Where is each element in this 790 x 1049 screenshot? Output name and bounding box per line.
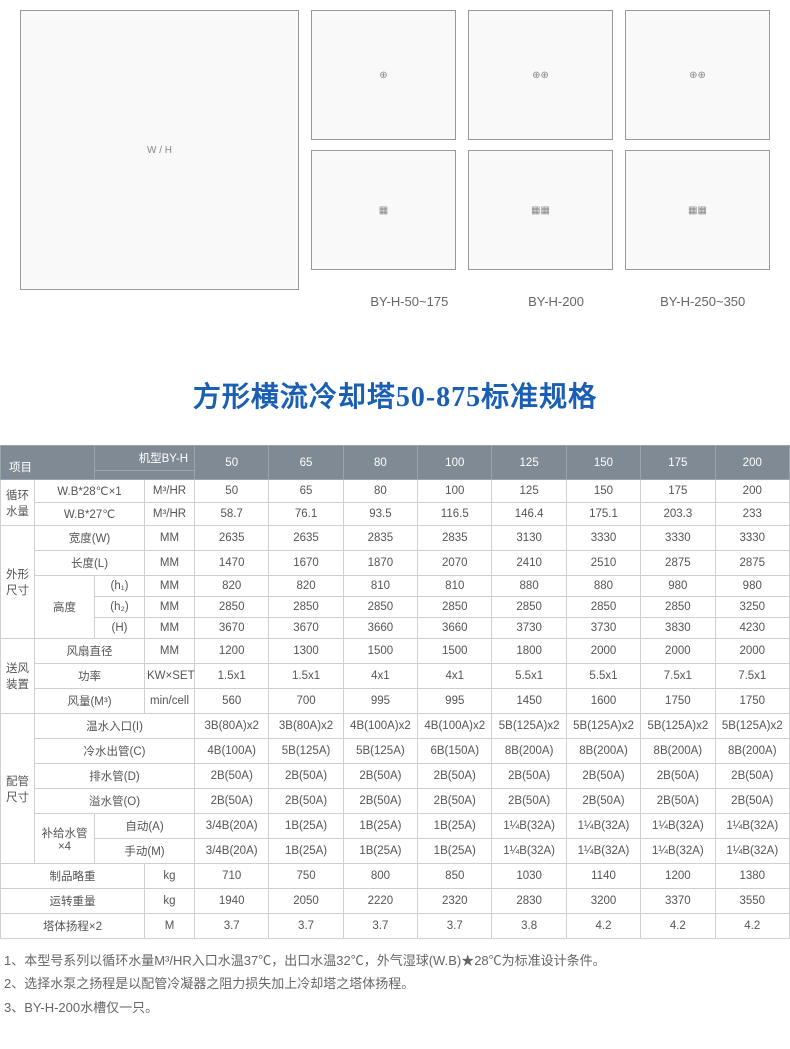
diagram-main: W / H: [20, 10, 299, 290]
diagram-caption-3: BY-H-250~350: [635, 294, 770, 309]
diagram-side-1: ▦: [311, 150, 456, 270]
col-125: 125: [492, 446, 566, 480]
col-65: 65: [269, 446, 343, 480]
header-project: 项目: [1, 446, 95, 480]
header-model: 机型BY-H: [95, 446, 195, 471]
row-drain-label: 排水管(D): [35, 764, 195, 789]
group-fan: 送风装置: [1, 639, 35, 714]
row-rweight-label: 运转重量: [1, 889, 145, 914]
row-hotin-label: 温水入口(I): [35, 714, 195, 739]
diagram-caption-2: BY-H-200: [489, 294, 624, 309]
row-wb28-label: W.B*28℃×1: [35, 480, 145, 503]
group-circ: 循环水量: [1, 480, 35, 526]
note-1: 1、本型号系列以循环水量M³/HR入口水温37℃，出口水温32℃，外气湿球(W.…: [4, 949, 786, 972]
col-150: 150: [566, 446, 640, 480]
row-fandia-label: 风扇直径: [35, 639, 145, 664]
col-175: 175: [641, 446, 715, 480]
group-supply: 补给水管×4: [35, 814, 95, 864]
row-wb27-label: W.B*27℃: [35, 503, 145, 526]
group-height: 高度: [35, 576, 95, 639]
row-h2-label: (h₂): [95, 597, 145, 618]
row-auto-label: 自动(A): [95, 814, 195, 839]
row-manual-label: 手动(M): [95, 839, 195, 864]
col-50: 50: [195, 446, 269, 480]
group-dim: 外形尺寸: [1, 526, 35, 639]
row-power-label: 功率: [35, 664, 145, 689]
row-overflow-label: 溢水管(O): [35, 789, 195, 814]
note-2: 2、选择水泵之扬程是以配管冷凝器之阻力损失加上冷却塔之塔体扬程。: [4, 972, 786, 995]
row-coldout-label: 冷水出管(C): [35, 739, 195, 764]
note-3: 3、BY-H-200水槽仅一只。: [4, 996, 786, 1019]
footnotes: 1、本型号系列以循环水量M³/HR入口水温37℃，出口水温32℃，外气湿球(W.…: [0, 939, 790, 1049]
col-200: 200: [715, 446, 789, 480]
technical-diagrams: W / H ⊕ ⊕⊕ ⊕⊕ ▦ ▦▦ ▦▦ BY-H-50~175 BY-H-2…: [0, 0, 790, 330]
diagram-side-2: ▦▦: [468, 150, 613, 270]
col-100: 100: [418, 446, 492, 480]
group-pipe: 配管尺寸: [1, 714, 35, 864]
row-wb28-unit: M³/HR: [145, 480, 195, 503]
diagram-caption-1: BY-H-50~175: [342, 294, 477, 309]
row-wb27-unit: M³/HR: [145, 503, 195, 526]
row-h1-label: (h₁): [95, 576, 145, 597]
col-80: 80: [343, 446, 417, 480]
row-nweight-label: 制品略重: [1, 864, 145, 889]
row-length-label: 长度(L): [35, 551, 145, 576]
spec-table: 项目 机型BY-H 50 65 80 100 125 150 175 200 循…: [0, 445, 790, 939]
row-flow-label: 风量(M³): [35, 689, 145, 714]
page-title: 方形横流冷却塔50-875标准规格: [0, 375, 790, 415]
diagram-top-2: ⊕⊕: [468, 10, 613, 140]
diagram-top-3: ⊕⊕: [625, 10, 770, 140]
row-H-label: (H): [95, 618, 145, 639]
row-lift-label: 塔体扬程×2: [1, 914, 145, 939]
diagram-top-1: ⊕: [311, 10, 456, 140]
row-width-label: 宽度(W): [35, 526, 145, 551]
diagram-side-3: ▦▦: [625, 150, 770, 270]
